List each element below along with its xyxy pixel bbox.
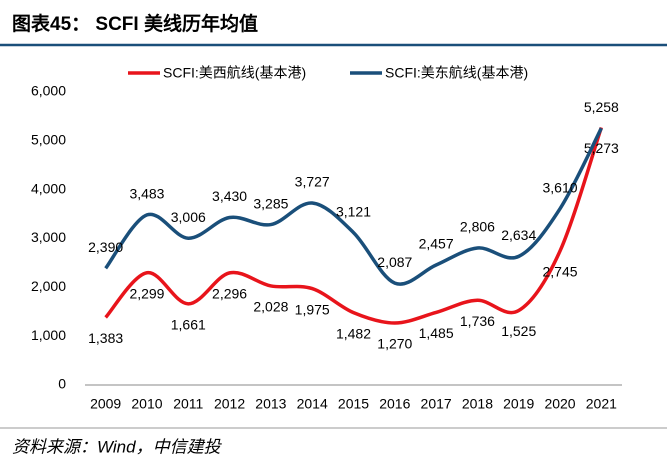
data-label: 3,006 bbox=[171, 209, 206, 225]
data-label: 1,383 bbox=[88, 330, 123, 346]
legend-label: SCFI:美东航线(基本港) bbox=[385, 65, 528, 81]
data-label: 2,087 bbox=[377, 254, 412, 270]
data-label: 3,610 bbox=[543, 179, 578, 195]
source-note: 资料来源：Wind，中信建投 bbox=[12, 437, 223, 456]
x-tick-label: 2014 bbox=[297, 396, 328, 412]
x-tick-label: 2018 bbox=[462, 396, 493, 412]
data-label: 1,482 bbox=[336, 325, 371, 341]
data-label: 2,745 bbox=[543, 264, 578, 280]
x-tick-label: 2019 bbox=[503, 396, 534, 412]
data-label: 2,806 bbox=[460, 219, 495, 235]
data-label: 1,661 bbox=[171, 317, 206, 333]
x-tick-label: 2011 bbox=[173, 396, 203, 412]
data-label: 2,296 bbox=[212, 286, 247, 302]
x-tick-label: 2021 bbox=[586, 396, 617, 412]
data-label: 3,121 bbox=[336, 203, 371, 219]
data-label: 1,736 bbox=[460, 313, 495, 329]
x-tick-label: 2010 bbox=[131, 396, 162, 412]
data-label: 2,028 bbox=[253, 299, 288, 315]
data-label: 1,975 bbox=[295, 301, 330, 317]
data-label: 2,457 bbox=[419, 236, 454, 252]
data-label: 1,270 bbox=[377, 336, 412, 352]
data-label: 3,285 bbox=[253, 195, 288, 211]
y-tick-label: 5,000 bbox=[31, 132, 66, 148]
page-title: 图表45： SCFI 美线历年均值 bbox=[12, 12, 258, 35]
data-label: 3,727 bbox=[295, 174, 330, 190]
data-label: 2,634 bbox=[501, 227, 536, 243]
y-tick-label: 2,000 bbox=[31, 278, 66, 294]
data-label: 2,299 bbox=[129, 285, 164, 301]
y-tick-label: 1,000 bbox=[31, 327, 66, 343]
x-tick-label: 2016 bbox=[379, 396, 410, 412]
x-tick-label: 2017 bbox=[421, 396, 452, 412]
y-tick-label: 0 bbox=[58, 376, 66, 392]
series-line bbox=[104, 127, 603, 286]
data-label: 1,485 bbox=[419, 325, 454, 341]
legend-label: SCFI:美西航线(基本港) bbox=[163, 65, 306, 81]
y-tick-label: 6,000 bbox=[31, 83, 66, 99]
series-line bbox=[104, 126, 604, 325]
y-tick-label: 3,000 bbox=[31, 229, 66, 245]
x-tick-label: 2013 bbox=[255, 396, 286, 412]
x-tick-label: 2009 bbox=[90, 396, 121, 412]
y-tick-label: 4,000 bbox=[31, 180, 66, 196]
x-tick-label: 2012 bbox=[214, 396, 245, 412]
data-label: 5,258 bbox=[584, 99, 619, 115]
x-tick-label: 2020 bbox=[544, 396, 575, 412]
data-label: 1,525 bbox=[501, 323, 536, 339]
data-label: 2,390 bbox=[88, 239, 123, 255]
data-label: 3,430 bbox=[212, 188, 247, 204]
data-label: 3,483 bbox=[129, 186, 164, 202]
x-tick-label: 2015 bbox=[338, 396, 369, 412]
